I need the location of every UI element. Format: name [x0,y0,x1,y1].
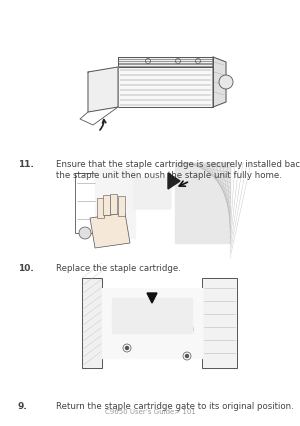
Polygon shape [175,163,230,243]
Polygon shape [118,57,213,67]
Polygon shape [147,293,157,303]
Polygon shape [82,278,102,368]
Polygon shape [213,57,226,107]
Circle shape [79,227,91,239]
Polygon shape [90,213,130,248]
Text: Ensure that the staple cartridge is securely installed back into
the staple unit: Ensure that the staple cartridge is secu… [56,160,300,180]
Polygon shape [95,168,135,238]
Polygon shape [102,288,202,358]
Polygon shape [118,196,125,216]
Circle shape [185,354,188,357]
Polygon shape [112,298,192,333]
Polygon shape [110,194,117,214]
FancyArrowPatch shape [100,120,106,130]
Bar [133,178,170,208]
Polygon shape [133,178,170,208]
Polygon shape [97,198,104,218]
Circle shape [219,75,233,89]
Bar [112,298,192,333]
Text: Replace the staple cartridge.: Replace the staple cartridge. [56,264,180,273]
Polygon shape [88,67,118,112]
Bar [202,278,237,368]
Bar [102,288,202,358]
Bar [75,173,97,233]
Bar [82,278,102,368]
Text: 9.: 9. [18,402,28,411]
Text: C9650 User’s Guide> 101: C9650 User’s Guide> 101 [105,409,195,415]
Circle shape [125,346,128,349]
Polygon shape [118,67,213,107]
Polygon shape [168,173,180,189]
Polygon shape [202,278,237,368]
Text: 10.: 10. [18,264,34,273]
Polygon shape [103,195,110,215]
Bar [95,168,135,238]
Text: Return the staple cartridge gate to its original position.: Return the staple cartridge gate to its … [56,402,293,411]
Text: 11.: 11. [18,160,34,169]
